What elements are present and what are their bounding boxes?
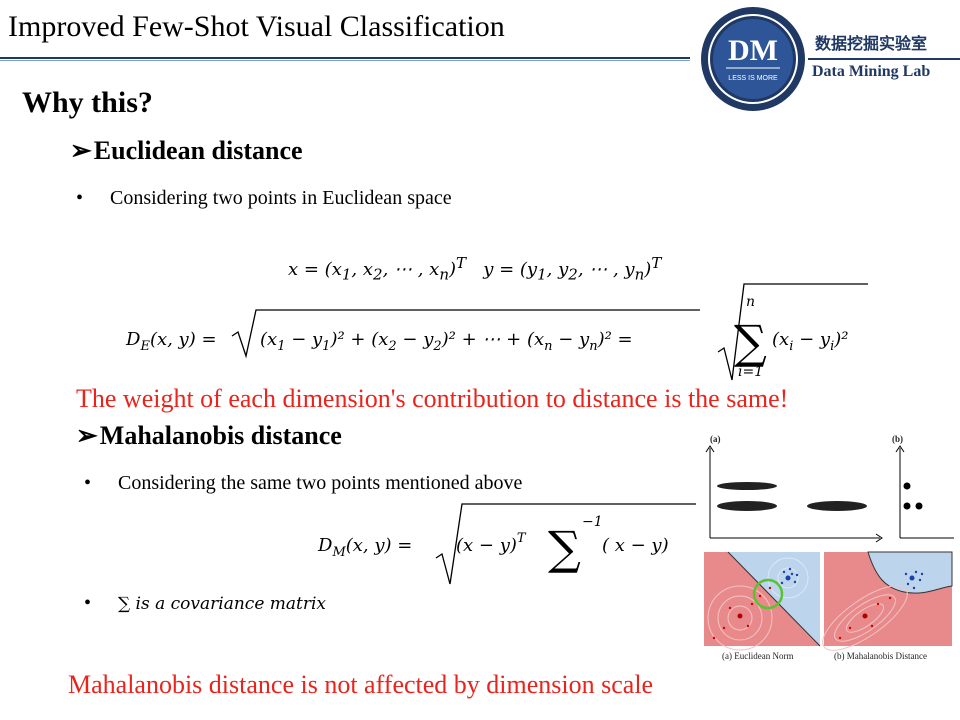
arrow-bullet-icon: ➢ (70, 136, 92, 165)
euclidean-heading-text: Euclidean distance (93, 136, 303, 165)
covariance-bullet: • ∑ is a covariance matrix (84, 592, 326, 615)
logo-initials: DM (728, 34, 778, 67)
mahalanobis-heading: ➢Mahalanobis distance (76, 421, 342, 451)
svg-text:DE(x, y) =: DE(x, y) = (125, 329, 217, 354)
mahalanobis-distance-panel (822, 551, 953, 651)
covariance-bullet-text: is a covariance matrix (135, 594, 327, 614)
bullet-dot-icon: • (84, 472, 92, 494)
lab-name-english: Data Mining Lab (812, 63, 931, 80)
euclidean-distance-formula: DE(x, y) = (x1 − y1)² + (x2 − y2)² + ⋯ +… (125, 283, 868, 381)
sigma-symbol: ∑ (118, 594, 136, 614)
svg-text:(xi − yi)²: (xi − yi)² (772, 329, 848, 354)
lab-logo: DM LESS IS MORE (701, 7, 805, 111)
caption-mahalanobis-distance: (b) Mahalanobis Distance (834, 651, 927, 661)
mahalanobis-heading-text: Mahalanobis distance (99, 421, 342, 450)
slide-title: Improved Few-Shot Visual Classification (8, 10, 505, 43)
panel-a-label: (a) (710, 434, 721, 444)
euclidean-norm-panel (704, 551, 821, 651)
svg-text:∑: ∑ (548, 521, 581, 575)
euclidean-bullet: • Considering two points in Euclidean spa… (76, 187, 452, 210)
svg-text:DM(x, y) =: DM(x, y) = (317, 535, 412, 560)
svg-text:(x1 − y1)² + (x2 − y2)² + ⋯: (x1 − y1)² + (x2 − y2)² + ⋯ + (xn − yn)²… (260, 329, 633, 354)
point-definitions-equation: x = (x1, x2, ⋯ , xn)T y = (y1, y2, ⋯ , y… (288, 254, 662, 284)
logo-motto: LESS IS MORE (728, 75, 778, 82)
arrow-bullet-icon: ➢ (76, 421, 98, 450)
lab-name-chinese: 数据挖掘实验室 (815, 34, 928, 53)
svg-text:∑: ∑ (734, 315, 767, 369)
bullet-dot-icon: • (76, 187, 84, 209)
mahalanobis-note: Mahalanobis distance is not affected by … (68, 670, 654, 699)
svg-text:n: n (746, 294, 755, 310)
distance-comparison-figure: (a) (b) (704, 434, 954, 661)
euclidean-note: The weight of each dimension's contribut… (76, 384, 789, 413)
title-divider-thin (0, 60, 690, 61)
svg-text:i=1: i=1 (738, 364, 763, 380)
svg-text:( x − y): ( x − y) (602, 535, 669, 556)
panel-b-label: (b) (892, 434, 903, 444)
svg-text:−1: −1 (582, 514, 603, 530)
euclidean-heading: ➢Euclidean distance (70, 136, 303, 166)
mahalanobis-bullet-text: Considering the same two points mentione… (118, 472, 523, 494)
euclidean-bullet-text: Considering two points in Euclidean spac… (110, 187, 452, 209)
svg-text:(x − y)T: (x − y)T (456, 531, 527, 556)
mahalanobis-bullet: • Considering the same two points mention… (84, 472, 522, 495)
bullet-dot-icon: • (84, 592, 92, 614)
lab-divider (808, 58, 960, 60)
title-divider (0, 57, 690, 59)
section-heading: Why this? (22, 86, 153, 119)
mahalanobis-distance-formula: DM(x, y) = (x − y)T ∑ −1 ( x − y) (317, 503, 696, 585)
caption-euclidean-norm: (a) Euclidean Norm (722, 651, 793, 661)
